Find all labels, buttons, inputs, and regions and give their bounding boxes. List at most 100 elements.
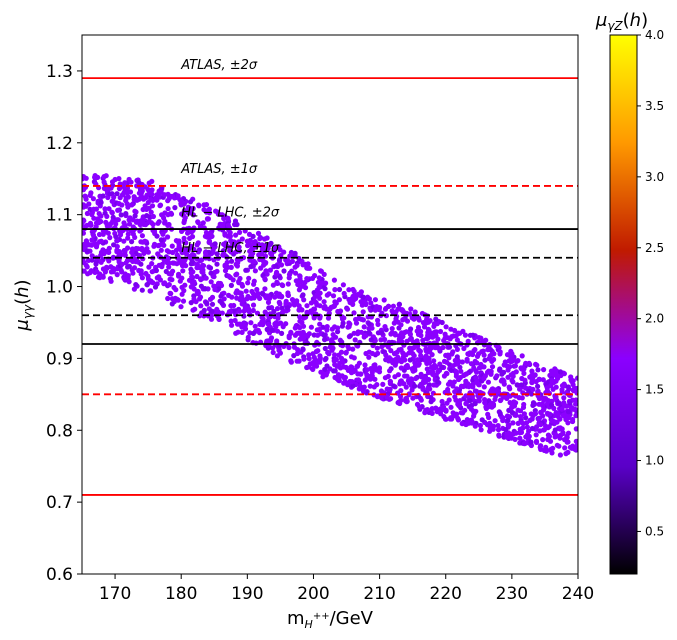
scatter-point [93,206,99,212]
scatter-point [575,375,578,381]
scatter-point [395,372,401,378]
scatter-point [508,348,514,354]
scatter-point [519,353,525,359]
scatter-point [392,362,398,368]
scatter-point [325,315,332,321]
scatter-point [420,385,426,391]
scatter-point [482,357,488,363]
scatter-point [472,347,478,353]
scatter-point [322,337,328,343]
scatter-point [450,349,456,355]
scatter-point [249,288,255,295]
scatter-point [197,265,203,271]
scatter-point [126,217,132,223]
scatter-point [165,234,171,240]
scatter-point [324,306,330,312]
scatter-point [149,269,155,275]
scatter-point [543,447,550,453]
scatter-point [203,230,210,236]
scatter-point [197,294,204,300]
scatter-point [535,383,541,389]
scatter-point [535,367,541,373]
scatter-point [470,381,476,388]
scatter-point [479,417,485,423]
scatter-point [209,301,216,307]
scatter-point [233,249,239,255]
scatter-point [545,436,551,443]
scatter-point [264,235,270,241]
scatter-point [107,235,113,241]
scatter-point [108,269,114,275]
scatter-point [98,259,104,265]
scatter-point [219,223,226,229]
scatter-point [361,384,367,390]
scatter-point [404,399,410,405]
scatter-point [146,218,152,225]
scatter-point [248,264,254,270]
scatter-point [338,349,345,355]
scatter-point [284,305,290,311]
scatter-point [252,293,259,299]
scatter-point [260,245,266,251]
scatter-point [379,330,385,336]
scatter-point [341,375,348,381]
scatter-point [321,299,327,305]
scatter-point [189,258,195,264]
scatter-point [315,279,321,285]
scatter-point [111,242,117,248]
colorbar-tick-label: 2.5 [645,241,664,255]
scatter-point [482,373,488,379]
scatter-point [300,262,306,268]
scatter-point [153,267,159,274]
colorbar-tick-label: 3.5 [645,99,664,113]
scatter-point [98,252,104,258]
scatter-point [413,375,419,382]
scatter-point [559,387,565,393]
scatter-point [172,205,178,211]
scatter-point [510,370,516,376]
scatter-point [336,297,342,303]
scatter-point [387,379,393,385]
scatter-point [310,360,316,366]
scatter-point [221,251,227,257]
scatter-point [148,278,154,284]
scatter-point [269,327,275,333]
scatter-point [491,356,497,363]
scatter-point [84,264,90,270]
scatter-point [425,326,431,332]
scatter-point [274,328,281,334]
scatter-point [567,400,573,406]
scatter-point [570,443,576,449]
scatter-point [228,282,234,288]
scatter-point [391,320,397,326]
scatter-point [202,286,208,292]
scatter-point [331,277,337,283]
scatter-point [540,377,546,383]
scatter-point [351,330,357,336]
scatter-point [487,353,493,359]
scatter-point [189,234,196,240]
scatter-point [247,237,253,243]
scatter-point [528,439,534,445]
scatter-point [263,268,269,274]
y-tick-label: 1.3 [46,62,73,82]
scatter-point [208,279,214,285]
scatter-point [190,212,196,218]
scatter-point [268,335,275,341]
scatter-point [102,206,108,212]
scatter-point [343,350,349,356]
scatter-point [234,295,240,301]
scatter-point [114,191,120,197]
scatter-point [548,368,555,374]
scatter-point [258,265,264,271]
scatter-point [386,303,392,309]
scatter-point [444,371,450,377]
scatter-point [450,363,456,369]
scatter-point [559,406,565,412]
scatter-point [450,383,456,389]
scatter-point [101,179,107,185]
scatter-point [500,377,506,383]
scatter-point [276,244,282,250]
scatter-point [317,303,323,309]
scatter-point [123,260,129,266]
